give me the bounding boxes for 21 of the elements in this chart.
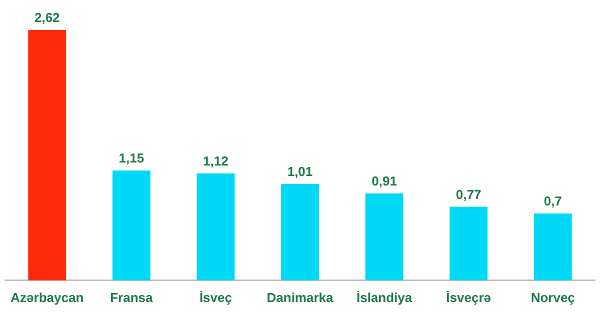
bar bbox=[196, 173, 235, 280]
data-label: 1,01 bbox=[287, 164, 313, 179]
bar bbox=[450, 206, 488, 280]
x-tick-label: İslandiya bbox=[356, 290, 413, 305]
data-label: 0,77 bbox=[456, 186, 482, 202]
x-tick-label: İsveç bbox=[199, 290, 232, 305]
data-label: 0,7 bbox=[544, 194, 562, 209]
data-label: 1,12 bbox=[203, 153, 228, 168]
x-tick-label: Norveç bbox=[530, 290, 575, 305]
bar bbox=[534, 214, 572, 280]
data-label: 1,15 bbox=[118, 150, 144, 166]
bar bbox=[28, 30, 66, 280]
bar bbox=[281, 184, 319, 280]
data-label: 2,62 bbox=[34, 10, 60, 26]
bar bbox=[365, 193, 404, 280]
x-tick-label: Fransa bbox=[110, 290, 154, 305]
bar bbox=[112, 170, 150, 280]
x-tick-label: Danimarka bbox=[266, 290, 334, 305]
x-tick-label: Azərbaycan bbox=[10, 290, 84, 305]
x-tick-label: İsveçrə bbox=[446, 290, 491, 305]
data-label: 0,91 bbox=[372, 174, 397, 189]
